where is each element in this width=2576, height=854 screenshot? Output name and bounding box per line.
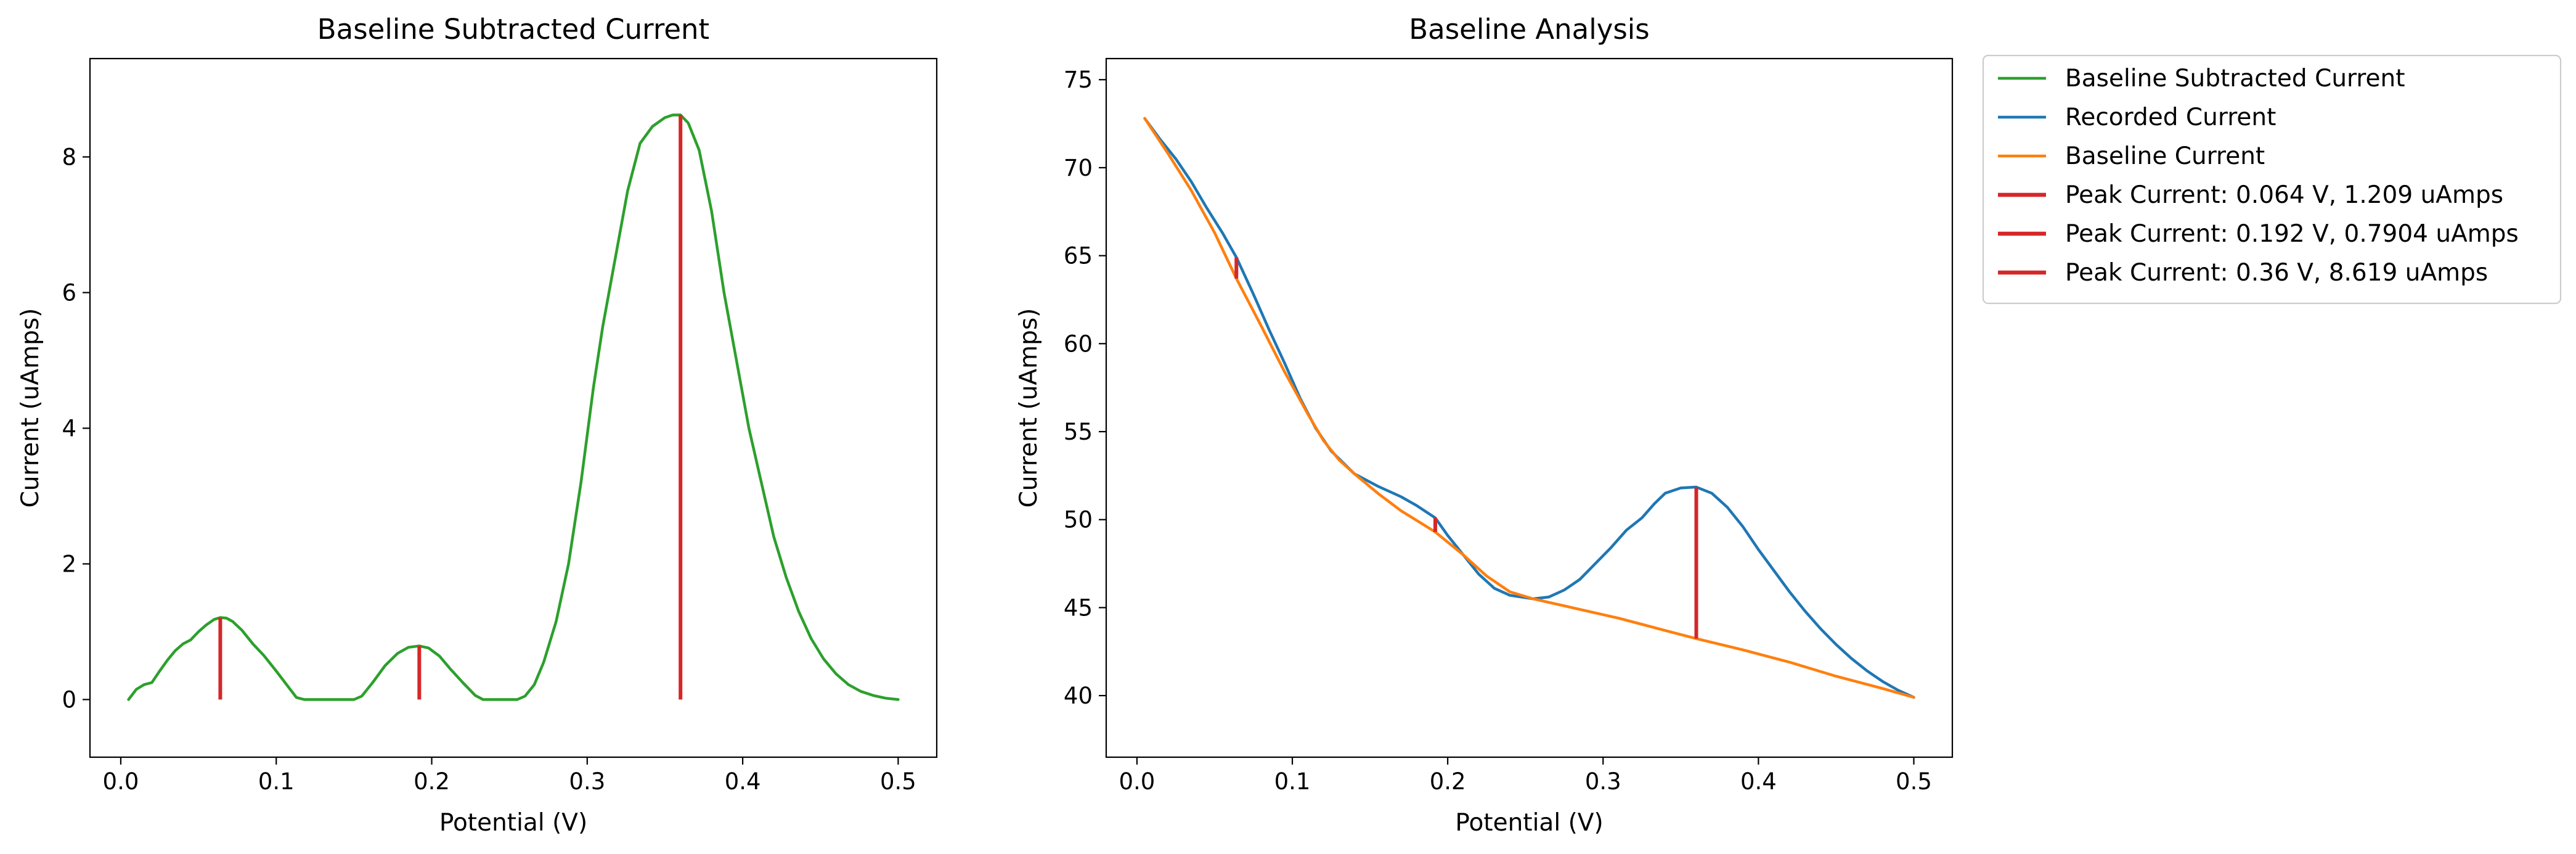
x-tick-label: 0.3	[569, 768, 605, 795]
y-axis-label: Current (uAmps)	[1015, 308, 1043, 508]
y-tick-label: 50	[1064, 507, 1093, 533]
y-tick-label: 65	[1064, 243, 1093, 269]
y-tick-label: 0	[62, 687, 76, 713]
legend-label: Peak Current: 0.192 V, 0.7904 uAmps	[2065, 220, 2519, 248]
chart-title: Baseline Analysis	[1409, 13, 1650, 46]
legend-item: Recorded Current	[1998, 104, 2276, 131]
y-tick-label: 40	[1064, 683, 1093, 709]
y-axis-label: Current (uAmps)	[17, 308, 44, 508]
x-tick-label: 0.0	[1119, 768, 1155, 795]
y-tick-label: 75	[1064, 67, 1093, 93]
series-line-1	[1143, 117, 1915, 699]
y-tick-label: 2	[62, 551, 76, 578]
legend-box	[1982, 54, 2562, 305]
y-tick-label: 70	[1064, 155, 1093, 181]
x-tick-label: 0.2	[1430, 768, 1466, 795]
x-tick-label: 0.1	[258, 768, 295, 795]
x-tick-label: 0.4	[725, 768, 761, 795]
y-tick-label: 8	[62, 144, 76, 171]
series-line-2	[1143, 117, 1915, 699]
axes-frame	[1105, 57, 1954, 758]
x-tick-label: 0.4	[1740, 768, 1777, 795]
y-tick-label: 60	[1064, 331, 1093, 357]
legend-label: Recorded Current	[2065, 104, 2276, 131]
x-tick-label: 0.5	[1896, 768, 1932, 795]
legend-item: Peak Current: 0.36 V, 8.619 uAmps	[1998, 259, 2488, 287]
chart-panel-2: Baseline Analysis 0.0 0.1 0.2 0.3 0.4 0.5 40 45 5…	[1015, 13, 1954, 837]
x-tick-label: 0.2	[414, 768, 450, 795]
y-tick-label: 6	[62, 280, 76, 306]
x-tick-label: 0.5	[880, 768, 916, 795]
legend-label: Peak Current: 0.064 V, 1.209 uAmps	[2065, 181, 2503, 209]
legend-item: Peak Current: 0.064 V, 1.209 uAmps	[1998, 181, 2503, 209]
legend-label: Baseline Current	[2065, 142, 2265, 170]
x-axis-label: Potential (V)	[439, 809, 587, 837]
legend: Baseline Subtracted Current Recorded Curr…	[1982, 54, 2562, 305]
legend-item: Baseline Subtracted Current	[1998, 65, 2405, 92]
y-tick-label: 45	[1064, 594, 1093, 621]
chart-title: Baseline Subtracted Current	[317, 13, 709, 46]
legend-label: Peak Current: 0.36 V, 8.619 uAmps	[2065, 259, 2488, 287]
legend-label: Baseline Subtracted Current	[2065, 65, 2405, 92]
y-tick-label: 4	[62, 416, 76, 442]
legend-item: Peak Current: 0.192 V, 0.7904 uAmps	[1998, 220, 2519, 248]
x-tick-label: 0.1	[1274, 768, 1311, 795]
chart-panel-1: Baseline Subtracted Current 0.0 0.1 0.2 0.3 0…	[17, 13, 938, 837]
y-tick-label: 55	[1064, 419, 1093, 445]
x-tick-label: 0.3	[1585, 768, 1621, 795]
legend-item: Baseline Current	[1998, 142, 2265, 170]
x-axis-label: Potential (V)	[1455, 809, 1603, 837]
series-line-1	[127, 113, 900, 701]
x-tick-label: 0.0	[103, 768, 139, 795]
axes-frame	[89, 57, 938, 758]
